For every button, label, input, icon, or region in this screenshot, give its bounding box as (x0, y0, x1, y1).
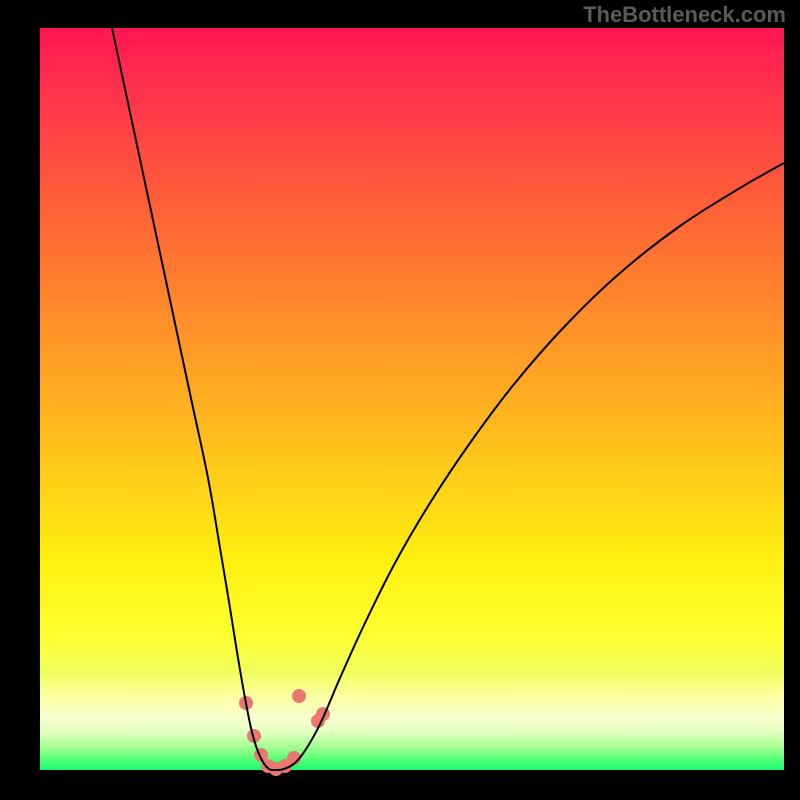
watermark-text: TheBottleneck.com (583, 2, 786, 28)
plot-area (40, 28, 784, 770)
chart-frame: TheBottleneck.com (0, 0, 800, 800)
